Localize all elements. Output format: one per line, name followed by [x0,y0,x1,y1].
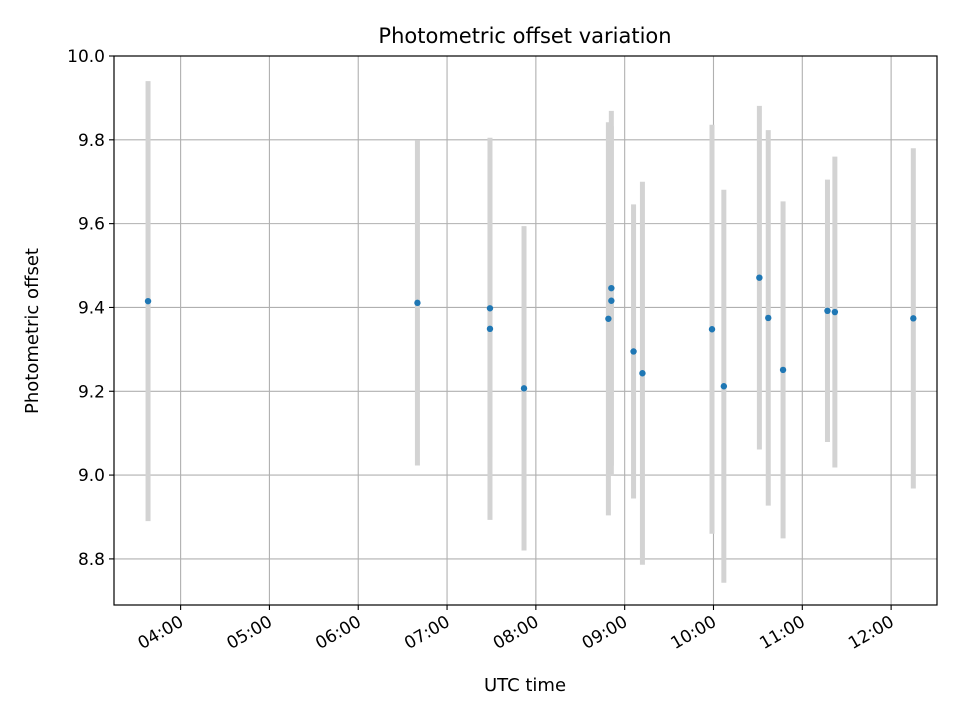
x-tick-label: 11:00 [756,612,808,654]
data-point [720,383,728,390]
data-point [779,366,787,374]
data-point [144,297,152,305]
data-point [708,326,716,333]
x-tick-label: 06:00 [312,612,364,654]
x-tick-label: 12:00 [845,612,897,654]
x-tick-label: 10:00 [668,612,720,654]
x-tick-label: 04:00 [135,612,187,654]
data-point [486,325,494,333]
x-tick-label: 08:00 [490,612,542,654]
data-point [608,284,615,292]
y-axis-ticks: 8.8 9.0 9.2 9.4 9.6 9.8 10.0 [67,47,114,570]
y-tick-label: 9.0 [78,466,105,486]
x-tick-label: 09:00 [579,612,631,654]
data-point [639,370,646,377]
data-point [765,314,772,322]
y-tick-label: 9.8 [78,131,105,151]
x-axis-ticks: 04:00 05:00 06:00 07:00 08:00 09:00 10:00 11:00… [135,605,898,654]
y-tick-label: 10.0 [67,47,105,67]
data-point [756,274,763,281]
data-points [144,274,917,392]
data-point [605,315,612,322]
chart-title: Photometric offset variation [378,24,671,48]
y-tick-label: 9.6 [78,215,105,235]
x-tick-label: 07:00 [401,612,453,654]
data-point [486,305,494,312]
x-axis-title: UTC time [484,675,566,696]
y-tick-label: 9.4 [78,298,105,318]
data-point [910,315,917,322]
plot-frame [113,55,938,606]
data-point [824,307,831,315]
data-point [831,308,839,316]
y-tick-label: 9.2 [78,382,105,402]
x-tick-label: 05:00 [223,612,275,654]
y-tick-label: 8.8 [78,550,105,570]
data-point [414,299,421,307]
data-point [608,297,615,304]
data-point [520,385,528,392]
y-axis-title: Photometric offset [22,248,43,414]
data-point [630,348,637,355]
